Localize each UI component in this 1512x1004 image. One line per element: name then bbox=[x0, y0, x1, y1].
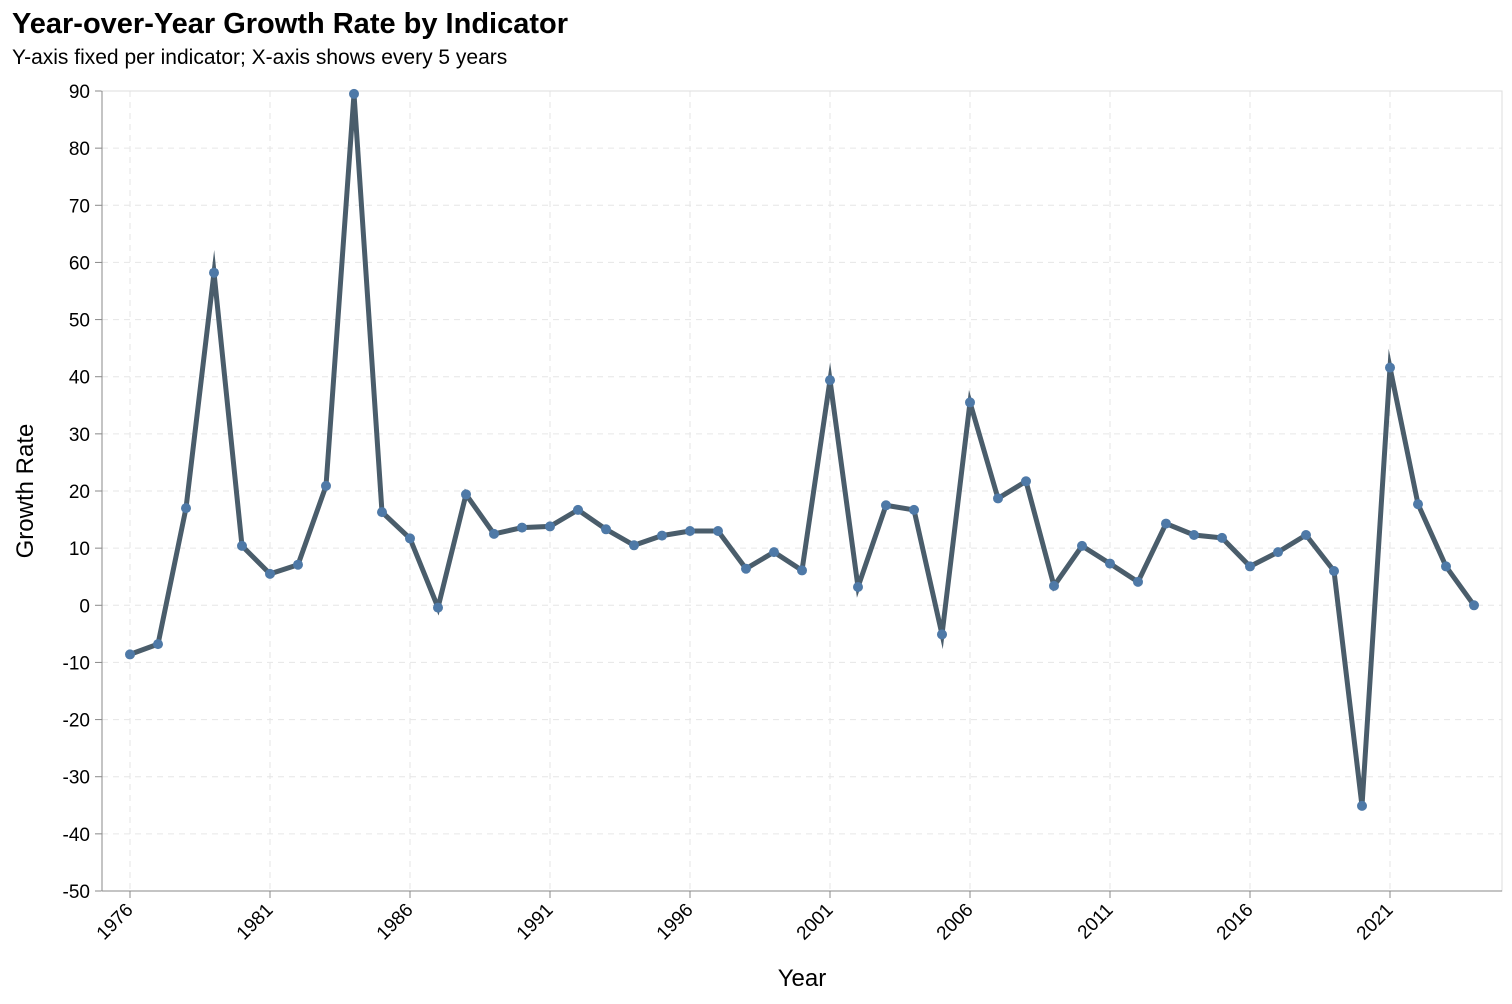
series-line bbox=[129, 93, 1477, 807]
data-point[interactable] bbox=[1301, 530, 1311, 540]
data-point[interactable] bbox=[1413, 499, 1423, 510]
data-point[interactable] bbox=[461, 489, 471, 500]
data-point[interactable] bbox=[741, 563, 751, 574]
data-point[interactable] bbox=[293, 559, 303, 570]
data-point[interactable] bbox=[237, 540, 247, 551]
data-point[interactable] bbox=[769, 547, 779, 558]
data-point[interactable] bbox=[1189, 530, 1199, 540]
data-point[interactable] bbox=[1329, 566, 1339, 576]
y-tick-label: -30 bbox=[63, 768, 90, 789]
data-point[interactable] bbox=[1077, 540, 1087, 551]
data-point[interactable] bbox=[685, 526, 695, 536]
data-point[interactable] bbox=[405, 533, 415, 544]
data-point[interactable] bbox=[573, 504, 583, 515]
data-point[interactable] bbox=[713, 526, 723, 536]
x-tick-label: 1976 bbox=[93, 900, 138, 945]
y-tick-label: 70 bbox=[69, 196, 90, 217]
x-tick-label: 1986 bbox=[373, 900, 418, 945]
data-point[interactable] bbox=[629, 540, 639, 551]
x-tick-label: 2001 bbox=[793, 900, 838, 945]
x-tick-label: 2006 bbox=[933, 900, 978, 945]
data-point[interactable] bbox=[545, 521, 555, 532]
chart-title: Year-over-Year Growth Rate by Indicator bbox=[12, 8, 569, 40]
data-point[interactable] bbox=[993, 493, 1003, 504]
y-tick-label: -10 bbox=[63, 653, 90, 674]
data-point[interactable] bbox=[1385, 362, 1395, 373]
data-point[interactable] bbox=[153, 639, 163, 650]
x-tick-label: 1996 bbox=[653, 900, 698, 945]
y-tick-label: 0 bbox=[79, 596, 90, 617]
y-tick-label: 50 bbox=[69, 311, 90, 332]
data-point[interactable] bbox=[657, 530, 667, 541]
y-tick-label: 30 bbox=[69, 425, 90, 446]
data-point[interactable] bbox=[1245, 561, 1255, 572]
data-point[interactable] bbox=[209, 267, 219, 278]
x-tick-label: 2021 bbox=[1353, 900, 1398, 945]
data-point[interactable] bbox=[965, 397, 975, 408]
data-point[interactable] bbox=[1133, 576, 1143, 587]
data-point[interactable] bbox=[601, 524, 611, 535]
y-tick-label: -20 bbox=[63, 711, 90, 732]
y-tick-label: 60 bbox=[69, 253, 90, 274]
data-point[interactable] bbox=[1273, 547, 1283, 558]
data-point[interactable] bbox=[377, 507, 387, 518]
data-point[interactable] bbox=[125, 649, 135, 660]
y-tick-label: 40 bbox=[69, 368, 90, 389]
data-point[interactable] bbox=[1441, 561, 1451, 572]
data-point[interactable] bbox=[265, 568, 275, 579]
x-tick-label: 2011 bbox=[1074, 900, 1118, 944]
data-point[interactable] bbox=[181, 503, 191, 514]
x-axis-title: Year bbox=[778, 965, 827, 992]
y-tick-label: 80 bbox=[69, 139, 90, 160]
y-tick-label: -50 bbox=[63, 882, 90, 903]
grid-lines bbox=[102, 90, 1502, 892]
data-point[interactable] bbox=[433, 602, 443, 613]
y-tick-label: 90 bbox=[69, 82, 90, 103]
data-point[interactable] bbox=[937, 629, 947, 640]
data-point[interactable] bbox=[1357, 800, 1367, 811]
y-tick-label: 20 bbox=[69, 482, 90, 503]
data-point[interactable] bbox=[1105, 558, 1115, 569]
axes: -50 -40 -30 -20 -10 0 10 20 30 40 50 60 70 80 90 1976 19… bbox=[63, 82, 1503, 945]
data-point[interactable] bbox=[517, 522, 527, 533]
data-point[interactable] bbox=[349, 88, 359, 99]
data-point[interactable] bbox=[909, 504, 919, 515]
chart-subtitle: Y-axis fixed per indicator; X-axis shows… bbox=[12, 46, 508, 69]
y-tick-label: -40 bbox=[63, 825, 90, 846]
x-tick-label: 2016 bbox=[1213, 900, 1258, 945]
data-point[interactable] bbox=[1217, 532, 1227, 543]
data-point[interactable] bbox=[881, 500, 891, 511]
data-point[interactable] bbox=[1469, 600, 1479, 611]
x-tick-label: 1981 bbox=[233, 900, 278, 945]
series-growth-rate bbox=[125, 88, 1479, 811]
y-axis-title: Growth Rate bbox=[12, 424, 39, 559]
data-point[interactable] bbox=[1049, 580, 1059, 591]
x-tick-label: 1991 bbox=[513, 900, 558, 945]
data-point[interactable] bbox=[797, 565, 807, 576]
y-tick-label: 10 bbox=[69, 539, 90, 560]
data-point[interactable] bbox=[825, 375, 835, 386]
data-point[interactable] bbox=[1021, 476, 1031, 487]
data-point[interactable] bbox=[1161, 518, 1171, 529]
data-point[interactable] bbox=[853, 582, 863, 592]
data-point[interactable] bbox=[321, 480, 331, 491]
data-point[interactable] bbox=[489, 528, 499, 539]
